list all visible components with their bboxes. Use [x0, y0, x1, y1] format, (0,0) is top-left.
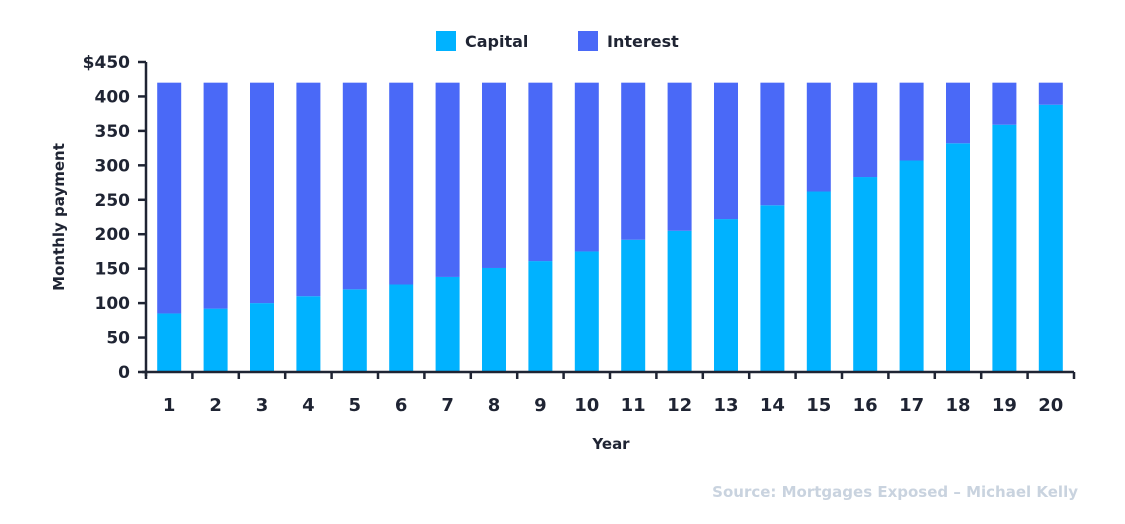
bar-interest-year-10 — [574, 82, 599, 252]
bar-capital-year-8 — [482, 267, 506, 372]
x-tick-label: 14 — [760, 395, 785, 416]
bar-capital-year-1 — [157, 313, 182, 372]
bar-capital-year-16 — [853, 177, 878, 372]
bar-capital-year-13 — [714, 219, 738, 372]
y-tick-label: 300 — [95, 156, 131, 176]
x-axis-title: Year — [591, 435, 630, 453]
legend-label-interest: Interest — [607, 32, 679, 51]
bar-interest-year-6 — [389, 82, 414, 285]
x-tick-label: 11 — [621, 395, 646, 416]
x-tick-label: 18 — [945, 395, 970, 416]
bar-capital-year-9 — [528, 261, 553, 372]
x-tick-label: 12 — [667, 395, 692, 416]
y-tick-label: 100 — [95, 294, 131, 314]
bar-capital-year-14 — [760, 205, 785, 372]
bar-interest-year-7 — [435, 82, 460, 277]
x-tick-label: 7 — [441, 395, 454, 416]
bar-interest-year-20 — [1038, 82, 1063, 105]
x-tick-label: 17 — [899, 395, 924, 416]
bar-capital-year-10 — [574, 251, 599, 372]
bar-interest-year-3 — [250, 82, 274, 304]
y-axis-title: Monthly payment — [50, 143, 68, 291]
x-tick-label: 15 — [806, 395, 831, 416]
x-tick-label: 10 — [574, 395, 599, 416]
bar-capital-year-11 — [621, 239, 646, 372]
x-tick-label: 19 — [992, 395, 1017, 416]
bar-interest-year-14 — [760, 82, 785, 206]
bar-interest-year-4 — [296, 82, 321, 297]
bar-interest-year-17 — [899, 82, 924, 161]
bar-interest-year-11 — [621, 82, 646, 240]
y-tick-label: 350 — [95, 122, 131, 142]
bar-capital-year-3 — [250, 303, 274, 372]
y-tick-label: 200 — [95, 225, 131, 245]
x-tick-label: 6 — [395, 395, 408, 416]
legend: Capital Interest — [436, 31, 679, 51]
bar-interest-year-16 — [853, 82, 878, 178]
legend-swatch-interest — [578, 31, 598, 51]
bar-capital-year-18 — [946, 143, 970, 372]
bar-capital-year-2 — [203, 308, 228, 372]
bar-interest-year-12 — [667, 82, 692, 231]
bar-interest-year-1 — [157, 82, 182, 314]
bar-interest-year-5 — [342, 82, 367, 290]
bar-capital-year-6 — [389, 284, 414, 372]
x-tick-label: 1 — [163, 395, 176, 416]
bar-interest-year-18 — [946, 82, 970, 144]
bar-interest-year-19 — [992, 82, 1017, 125]
y-tick-label: 250 — [95, 191, 131, 211]
x-tick-label: 16 — [853, 395, 878, 416]
legend-swatch-capital — [436, 31, 456, 51]
bar-interest-year-15 — [806, 82, 831, 192]
x-tick-label: 2 — [209, 395, 222, 416]
bar-interest-year-13 — [714, 82, 738, 220]
y-tick-label: 50 — [106, 329, 130, 349]
bars-group — [157, 82, 1063, 373]
y-tick-label: 0 — [118, 363, 130, 383]
y-tick-label: 400 — [95, 87, 131, 107]
x-axis: 1 2 3 4 5 6 7 8 9 10 11 12 13 14 15 16 17 18 19 20 — [142, 370, 1076, 416]
x-tick-label: 5 — [349, 395, 362, 416]
legend-label-capital: Capital — [465, 32, 528, 51]
x-tick-label: 3 — [256, 395, 269, 416]
y-tick-label: $450 — [83, 53, 130, 73]
x-tick-label: 8 — [488, 395, 501, 416]
bar-interest-year-2 — [203, 82, 228, 309]
bar-capital-year-17 — [899, 160, 924, 372]
bar-capital-year-12 — [667, 230, 692, 372]
bar-interest-year-8 — [482, 82, 506, 268]
bar-capital-year-19 — [992, 124, 1017, 372]
bar-capital-year-20 — [1038, 104, 1063, 373]
x-tick-label: 20 — [1038, 395, 1063, 416]
y-axis: 0 50 100 150 200 250 300 350 400 $450 — [83, 53, 148, 383]
bar-interest-year-9 — [528, 82, 553, 262]
bar-capital-year-5 — [342, 289, 367, 372]
bar-capital-year-15 — [806, 191, 831, 372]
x-tick-label: 4 — [302, 395, 315, 416]
x-tick-label: 13 — [713, 395, 738, 416]
x-tick-label: 9 — [534, 395, 547, 416]
y-tick-label: 150 — [95, 260, 131, 280]
bar-capital-year-4 — [296, 296, 321, 372]
source-note: Source: Mortgages Exposed – Michael Kell… — [712, 483, 1078, 501]
bar-capital-year-7 — [435, 276, 460, 372]
